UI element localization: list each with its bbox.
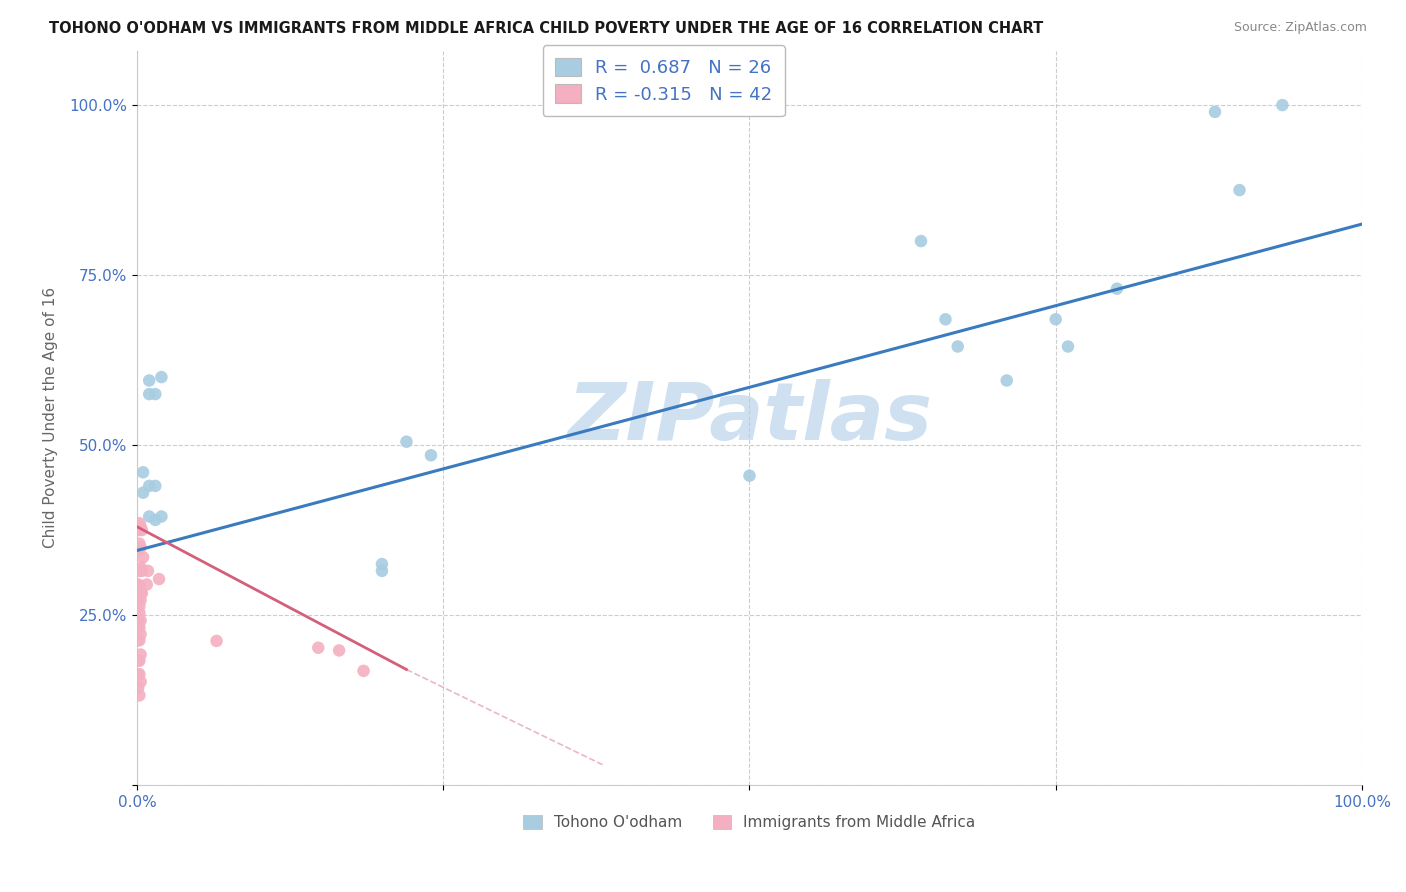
Point xyxy=(128,606,150,620)
Point xyxy=(395,434,418,449)
Point xyxy=(129,593,152,607)
Point xyxy=(127,593,149,607)
Point xyxy=(128,654,150,668)
Point xyxy=(143,387,166,401)
Y-axis label: Child Poverty Under the Age of 16: Child Poverty Under the Age of 16 xyxy=(44,287,58,549)
Text: ZIPatlas: ZIPatlas xyxy=(567,379,932,457)
Point xyxy=(148,572,170,586)
Point xyxy=(127,633,149,648)
Point xyxy=(129,674,152,689)
Point xyxy=(129,627,152,641)
Point xyxy=(205,634,228,648)
Point xyxy=(128,689,150,703)
Point xyxy=(127,654,149,668)
Point xyxy=(128,537,150,551)
Point xyxy=(150,370,173,384)
Point xyxy=(138,479,160,493)
Point xyxy=(127,564,149,578)
Text: Source: ZipAtlas.com: Source: ZipAtlas.com xyxy=(1233,21,1367,34)
Legend: Tohono O'odham, Immigrants from Middle Africa: Tohono O'odham, Immigrants from Middle A… xyxy=(517,809,981,836)
Point xyxy=(127,667,149,681)
Point xyxy=(128,564,150,578)
Point xyxy=(129,519,152,533)
Point xyxy=(128,599,150,614)
Point xyxy=(127,543,149,558)
Point xyxy=(150,509,173,524)
Point xyxy=(128,620,150,634)
Point xyxy=(136,564,159,578)
Point xyxy=(995,374,1018,388)
Point xyxy=(1105,282,1128,296)
Point xyxy=(129,560,152,574)
Point xyxy=(138,509,160,524)
Point xyxy=(138,374,160,388)
Point xyxy=(910,234,932,248)
Point xyxy=(127,613,149,627)
Point xyxy=(127,681,149,695)
Point xyxy=(143,513,166,527)
Point xyxy=(1229,183,1251,197)
Point xyxy=(127,577,149,591)
Point xyxy=(128,633,150,648)
Point xyxy=(138,387,160,401)
Point xyxy=(946,339,969,353)
Point xyxy=(371,564,394,578)
Point xyxy=(128,667,150,681)
Point xyxy=(128,579,150,593)
Point xyxy=(129,540,152,554)
Point xyxy=(1045,312,1067,326)
Point xyxy=(307,640,329,655)
Point xyxy=(1204,104,1226,119)
Point xyxy=(127,620,149,634)
Point xyxy=(132,550,155,565)
Point xyxy=(143,479,166,493)
Point xyxy=(131,523,153,537)
Point xyxy=(934,312,956,326)
Point xyxy=(129,614,152,628)
Point xyxy=(129,648,152,662)
Point xyxy=(1057,339,1080,353)
Point xyxy=(132,465,155,479)
Point xyxy=(128,516,150,531)
Point xyxy=(353,664,375,678)
Point xyxy=(127,523,149,537)
Point xyxy=(129,585,152,599)
Point xyxy=(131,586,153,600)
Point xyxy=(328,643,350,657)
Point xyxy=(420,448,443,462)
Point xyxy=(131,564,153,578)
Point xyxy=(1271,98,1294,112)
Point xyxy=(132,485,155,500)
Text: TOHONO O'ODHAM VS IMMIGRANTS FROM MIDDLE AFRICA CHILD POVERTY UNDER THE AGE OF 1: TOHONO O'ODHAM VS IMMIGRANTS FROM MIDDLE… xyxy=(49,21,1043,36)
Point xyxy=(135,577,157,591)
Point xyxy=(738,468,761,483)
Point xyxy=(371,557,394,571)
